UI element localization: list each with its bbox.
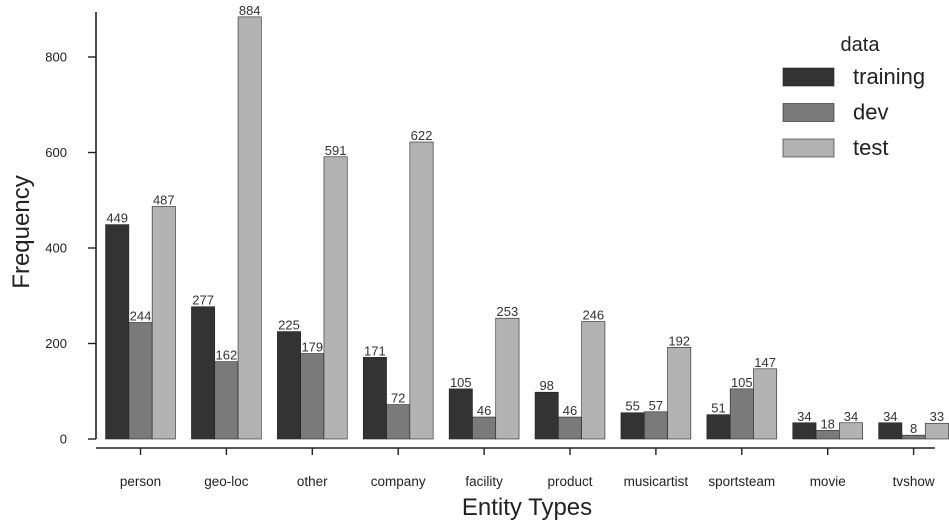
data-label-test-geo-loc: 884: [239, 3, 261, 18]
data-label-test-facility: 253: [497, 304, 519, 319]
x-tick-label: musicartist: [624, 474, 689, 489]
bar-training-geo-loc: [191, 306, 216, 440]
bar-dev-person: [128, 322, 153, 440]
bar-test-sportsteam: [753, 368, 778, 440]
x-tick-label: company: [371, 474, 426, 489]
x-tick-label: tvshow: [893, 474, 935, 489]
data-label-dev-company: 72: [391, 391, 405, 406]
x-tick-label: movie: [810, 474, 846, 489]
data-label-dev-musicartist: 57: [649, 398, 663, 413]
bar-training-tvshow: [878, 422, 903, 440]
legend-title: data: [841, 34, 881, 56]
y-axis-title: Frequency: [8, 175, 35, 288]
bar-training-company: [362, 357, 387, 440]
legend-swatch-test: [782, 138, 835, 158]
data-label-test-person: 487: [153, 192, 175, 207]
bar-training-movie: [792, 422, 817, 440]
data-label-test-tvshow: 33: [930, 409, 944, 424]
legend-swatch-training: [782, 67, 835, 87]
data-label-dev-tvshow: 8: [910, 421, 917, 436]
data-label-training-musicartist: 55: [625, 399, 639, 414]
legend-label-dev: dev: [853, 100, 888, 125]
data-label-training-person: 449: [106, 211, 128, 226]
y-tick-label: 0: [60, 432, 67, 447]
data-label-training-tvshow: 34: [883, 409, 897, 424]
bars: [105, 16, 949, 440]
bar-dev-sportsteam: [729, 388, 754, 440]
data-label-test-movie: 34: [844, 409, 858, 424]
bar-test-other: [323, 156, 348, 440]
x-axis-title: Entity Types: [462, 494, 592, 521]
y-tick-label: 800: [45, 50, 67, 65]
bar-training-person: [105, 224, 130, 440]
x-tick-label: sportsteam: [708, 474, 775, 489]
x-tick-label: other: [297, 474, 328, 489]
bar-training-sportsteam: [706, 414, 731, 440]
data-label-test-musicartist: 192: [668, 333, 690, 348]
bar-dev-geo-loc: [214, 361, 239, 440]
data-label-training-facility: 105: [450, 375, 472, 390]
bar-test-movie: [839, 422, 863, 440]
x-tick-label: facility: [465, 474, 503, 489]
legend-label-test: test: [853, 135, 888, 160]
legend: data training dev test: [782, 34, 925, 160]
data-label-test-sportsteam: 147: [754, 355, 776, 370]
data-label-dev-other: 179: [301, 340, 323, 355]
bar-training-musicartist: [620, 412, 645, 440]
bar-test-facility: [495, 317, 520, 440]
data-label-test-company: 622: [411, 128, 433, 143]
data-label-training-movie: 34: [797, 409, 811, 424]
legend-swatch-dev: [782, 103, 835, 122]
x-tick-label: person: [120, 474, 161, 489]
bar-dev-other: [300, 353, 325, 440]
data-label-dev-movie: 18: [820, 416, 834, 431]
bar-test-tvshow: [924, 422, 949, 440]
bar-test-musicartist: [667, 347, 692, 440]
bar-dev-musicartist: [643, 411, 668, 440]
data-label-training-company: 171: [364, 343, 386, 358]
data-label-training-sportsteam: 51: [711, 401, 725, 416]
bar-test-product: [581, 321, 606, 440]
data-label-dev-facility: 46: [477, 403, 491, 418]
data-label-test-product: 246: [582, 308, 604, 323]
bar-training-product: [534, 391, 559, 440]
x-tick-label: geo-loc: [204, 474, 249, 489]
data-label-dev-person: 244: [130, 308, 152, 323]
axes: 0 200 400 600 800 person geo-loc other company fa…: [45, 12, 935, 489]
bar-dev-product: [558, 416, 582, 440]
bar-dev-movie: [815, 430, 840, 440]
data-label-training-product: 98: [539, 378, 553, 393]
data-label-training-geo-loc: 277: [192, 293, 214, 308]
bar-training-other: [277, 331, 301, 440]
data-label-training-other: 225: [278, 318, 300, 333]
y-tick-label: 400: [45, 241, 67, 256]
y-tick-label: 600: [45, 145, 67, 160]
data-label-dev-sportsteam: 105: [731, 375, 753, 390]
legend-label-training: training: [853, 64, 925, 89]
bar-dev-facility: [472, 416, 497, 440]
data-label-dev-geo-loc: 162: [216, 348, 238, 363]
bar-training-facility: [448, 388, 473, 440]
data-label-dev-product: 46: [563, 403, 577, 418]
data-label-test-other: 591: [325, 143, 347, 158]
y-tick-label: 200: [45, 336, 67, 351]
bar-test-person: [151, 206, 176, 440]
bar-dev-company: [386, 404, 411, 440]
bar-test-company: [409, 141, 434, 440]
bar-test-geo-loc: [237, 16, 262, 440]
x-tick-label: product: [547, 474, 592, 489]
